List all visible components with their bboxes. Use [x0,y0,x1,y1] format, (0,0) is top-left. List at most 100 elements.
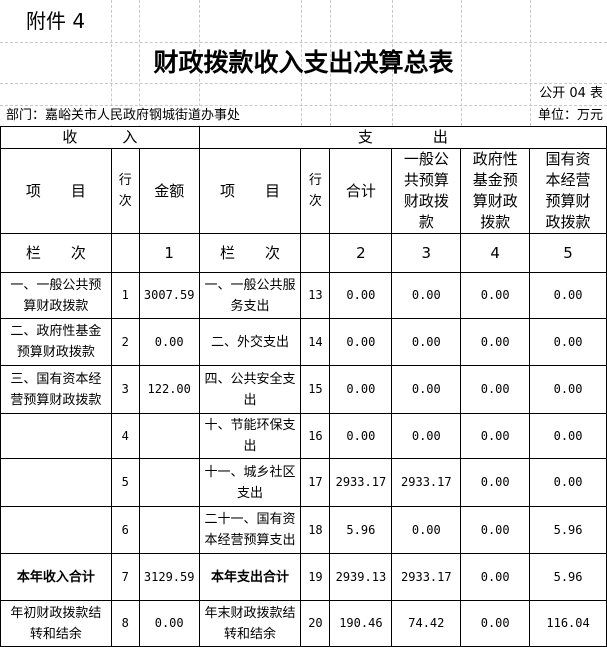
total-amount: 0.00 [329,365,393,414]
income-item [0,506,112,554]
income-header: 收 入 [0,126,200,149]
income-item: 三、国有资本经营预算财政拨款 [0,365,112,414]
fund-budget-amount: 0.00 [460,272,531,319]
expense-row-number: 17 [300,458,331,507]
total-amount: 0.00 [329,318,393,366]
income-row-number: 3 [110,365,140,414]
general-budget-amount: 0.00 [391,365,462,414]
state-capital-amount: 0.00 [529,272,607,319]
income-amount: 3129.59 [138,553,200,601]
table-row: 年初财政拨款结转和结余 8 0.00 年末财政拨款结转和结余 20 190.46 74.42… [0,600,607,647]
fund-budget-amount: 0.00 [460,458,531,507]
fund-budget-amount: 0.00 [460,506,531,554]
total-amount: 2939.13 [329,553,393,601]
column-label: 栏 次 [198,233,302,273]
income-row-number: 1 [110,272,140,319]
state-capital-amount: 0.00 [529,365,607,414]
expense-item: 本年支出合计 [198,553,302,601]
fiscal-summary-table: 收 入 支 出 项 目 行次 金额 项 目 行次 合计 一般公共预算财政拨款 政… [0,126,607,647]
total-header: 合计 [329,148,393,234]
fund-budget-amount: 0.00 [460,600,531,647]
fund-budget-amount: 0.00 [460,365,531,414]
income-item [0,413,112,459]
total-amount: 0.00 [329,272,393,319]
income-amount: 0.00 [138,318,200,366]
income-item-header: 项 目 [0,148,112,234]
income-item: 二、政府性基金预算财政拨款 [0,318,112,366]
expense-row-number: 19 [300,553,331,601]
column-number: 4 [460,233,531,273]
table-row: 6 二十一、国有资本经营预算支出 18 5.96 0.00 0.00 5.96 [0,506,607,554]
expense-header: 支 出 [198,126,607,149]
page-title: 财政拨款收入支出决算总表 [153,48,454,77]
income-amount [138,506,200,554]
expense-item: 年末财政拨款结转和结余 [198,600,302,647]
income-row-number: 2 [110,318,140,366]
expense-item-header: 项 目 [198,148,302,234]
expense-item: 一、一般公共服务支出 [198,272,302,319]
general-budget-amount: 0.00 [391,318,462,366]
general-budget-amount: 74.42 [391,600,462,647]
income-amount: 122.00 [138,365,200,414]
fund-budget-header: 政府性基金预算财政拨款 [460,148,531,234]
table-row: 三、国有资本经营预算财政拨款 3 122.00 四、公共安全支出 15 0.00 0.00 0… [0,365,607,414]
general-budget-header: 一般公共预算财政拨款 [391,148,462,234]
column-number: 3 [391,233,462,273]
sheet-header-area: 附件 4 财政拨款收入支出决算总表 公开 04 表 部门：嘉峪关市人民政府钢城街… [0,0,607,126]
expense-row-number: 16 [300,413,331,459]
income-item: 一、一般公共预算财政拨款 [0,272,112,319]
general-budget-amount: 0.00 [391,272,462,319]
table-row: 本年收入合计 7 3129.59 本年支出合计 19 2939.13 2933.17 0.00… [0,553,607,601]
state-capital-amount: 5.96 [529,506,607,554]
total-amount: 5.96 [329,506,393,554]
state-capital-header: 国有资本经营预算财政拨款 [529,148,607,234]
state-capital-amount: 0.00 [529,318,607,366]
column-number: 2 [329,233,393,273]
general-budget-amount: 0.00 [391,413,462,459]
expense-row-number: 20 [300,600,331,647]
income-row-number: 5 [110,458,140,507]
general-budget-amount: 2933.17 [391,458,462,507]
general-budget-amount: 2933.17 [391,553,462,601]
state-capital-amount: 5.96 [529,553,607,601]
expense-row-number: 14 [300,318,331,366]
income-row-number: 7 [110,553,140,601]
fund-budget-amount: 0.00 [460,553,531,601]
general-budget-amount: 0.00 [391,506,462,554]
total-amount: 0.00 [329,413,393,459]
income-row-number: 8 [110,600,140,647]
income-rowno-header: 行次 [110,148,140,234]
column-number: 1 [138,233,200,273]
fund-budget-amount: 0.00 [460,318,531,366]
column-number: 5 [529,233,607,273]
income-amount: 0.00 [138,600,200,647]
income-amount [138,458,200,507]
income-row-number: 6 [110,506,140,554]
income-amount [138,413,200,459]
fund-budget-amount: 0.00 [460,413,531,459]
table-row: 一、一般公共预算财政拨款 1 3007.59 一、一般公共服务支出 13 0.00 0.00… [0,272,607,319]
income-item: 本年收入合计 [0,553,112,601]
column-label: 栏 次 [0,233,112,273]
table-row: 4 十、节能环保支出 16 0.00 0.00 0.00 0.00 [0,413,607,459]
expense-item: 二、外交支出 [198,318,302,366]
expense-item: 四、公共安全支出 [198,365,302,414]
table-row: 二、政府性基金预算财政拨款 2 0.00 二、外交支出 14 0.00 0.00 0.00 0.… [0,318,607,366]
expense-item: 十、节能环保支出 [198,413,302,459]
state-capital-amount: 0.00 [529,458,607,507]
income-item [0,458,112,507]
table-row: 5 十一、城乡社区支出 17 2933.17 2933.17 0.00 0.00 [0,458,607,507]
state-capital-amount: 0.00 [529,413,607,459]
amount-header: 金额 [138,148,200,234]
unit-label: 单位：万元 [537,106,603,125]
expense-item: 二十一、国有资本经营预算支出 [198,506,302,554]
expense-rowno-header: 行次 [300,148,331,234]
expense-row-number: 15 [300,365,331,414]
total-amount: 2933.17 [329,458,393,507]
expense-row-number: 13 [300,272,331,319]
expense-row-number: 18 [300,506,331,554]
annex-label: 附件 4 [26,6,86,36]
income-item: 年初财政拨款结转和结余 [0,600,112,647]
department-label: 部门：嘉峪关市人民政府钢城街道办事处 [6,106,241,125]
form-number: 公开 04 表 [539,85,603,103]
